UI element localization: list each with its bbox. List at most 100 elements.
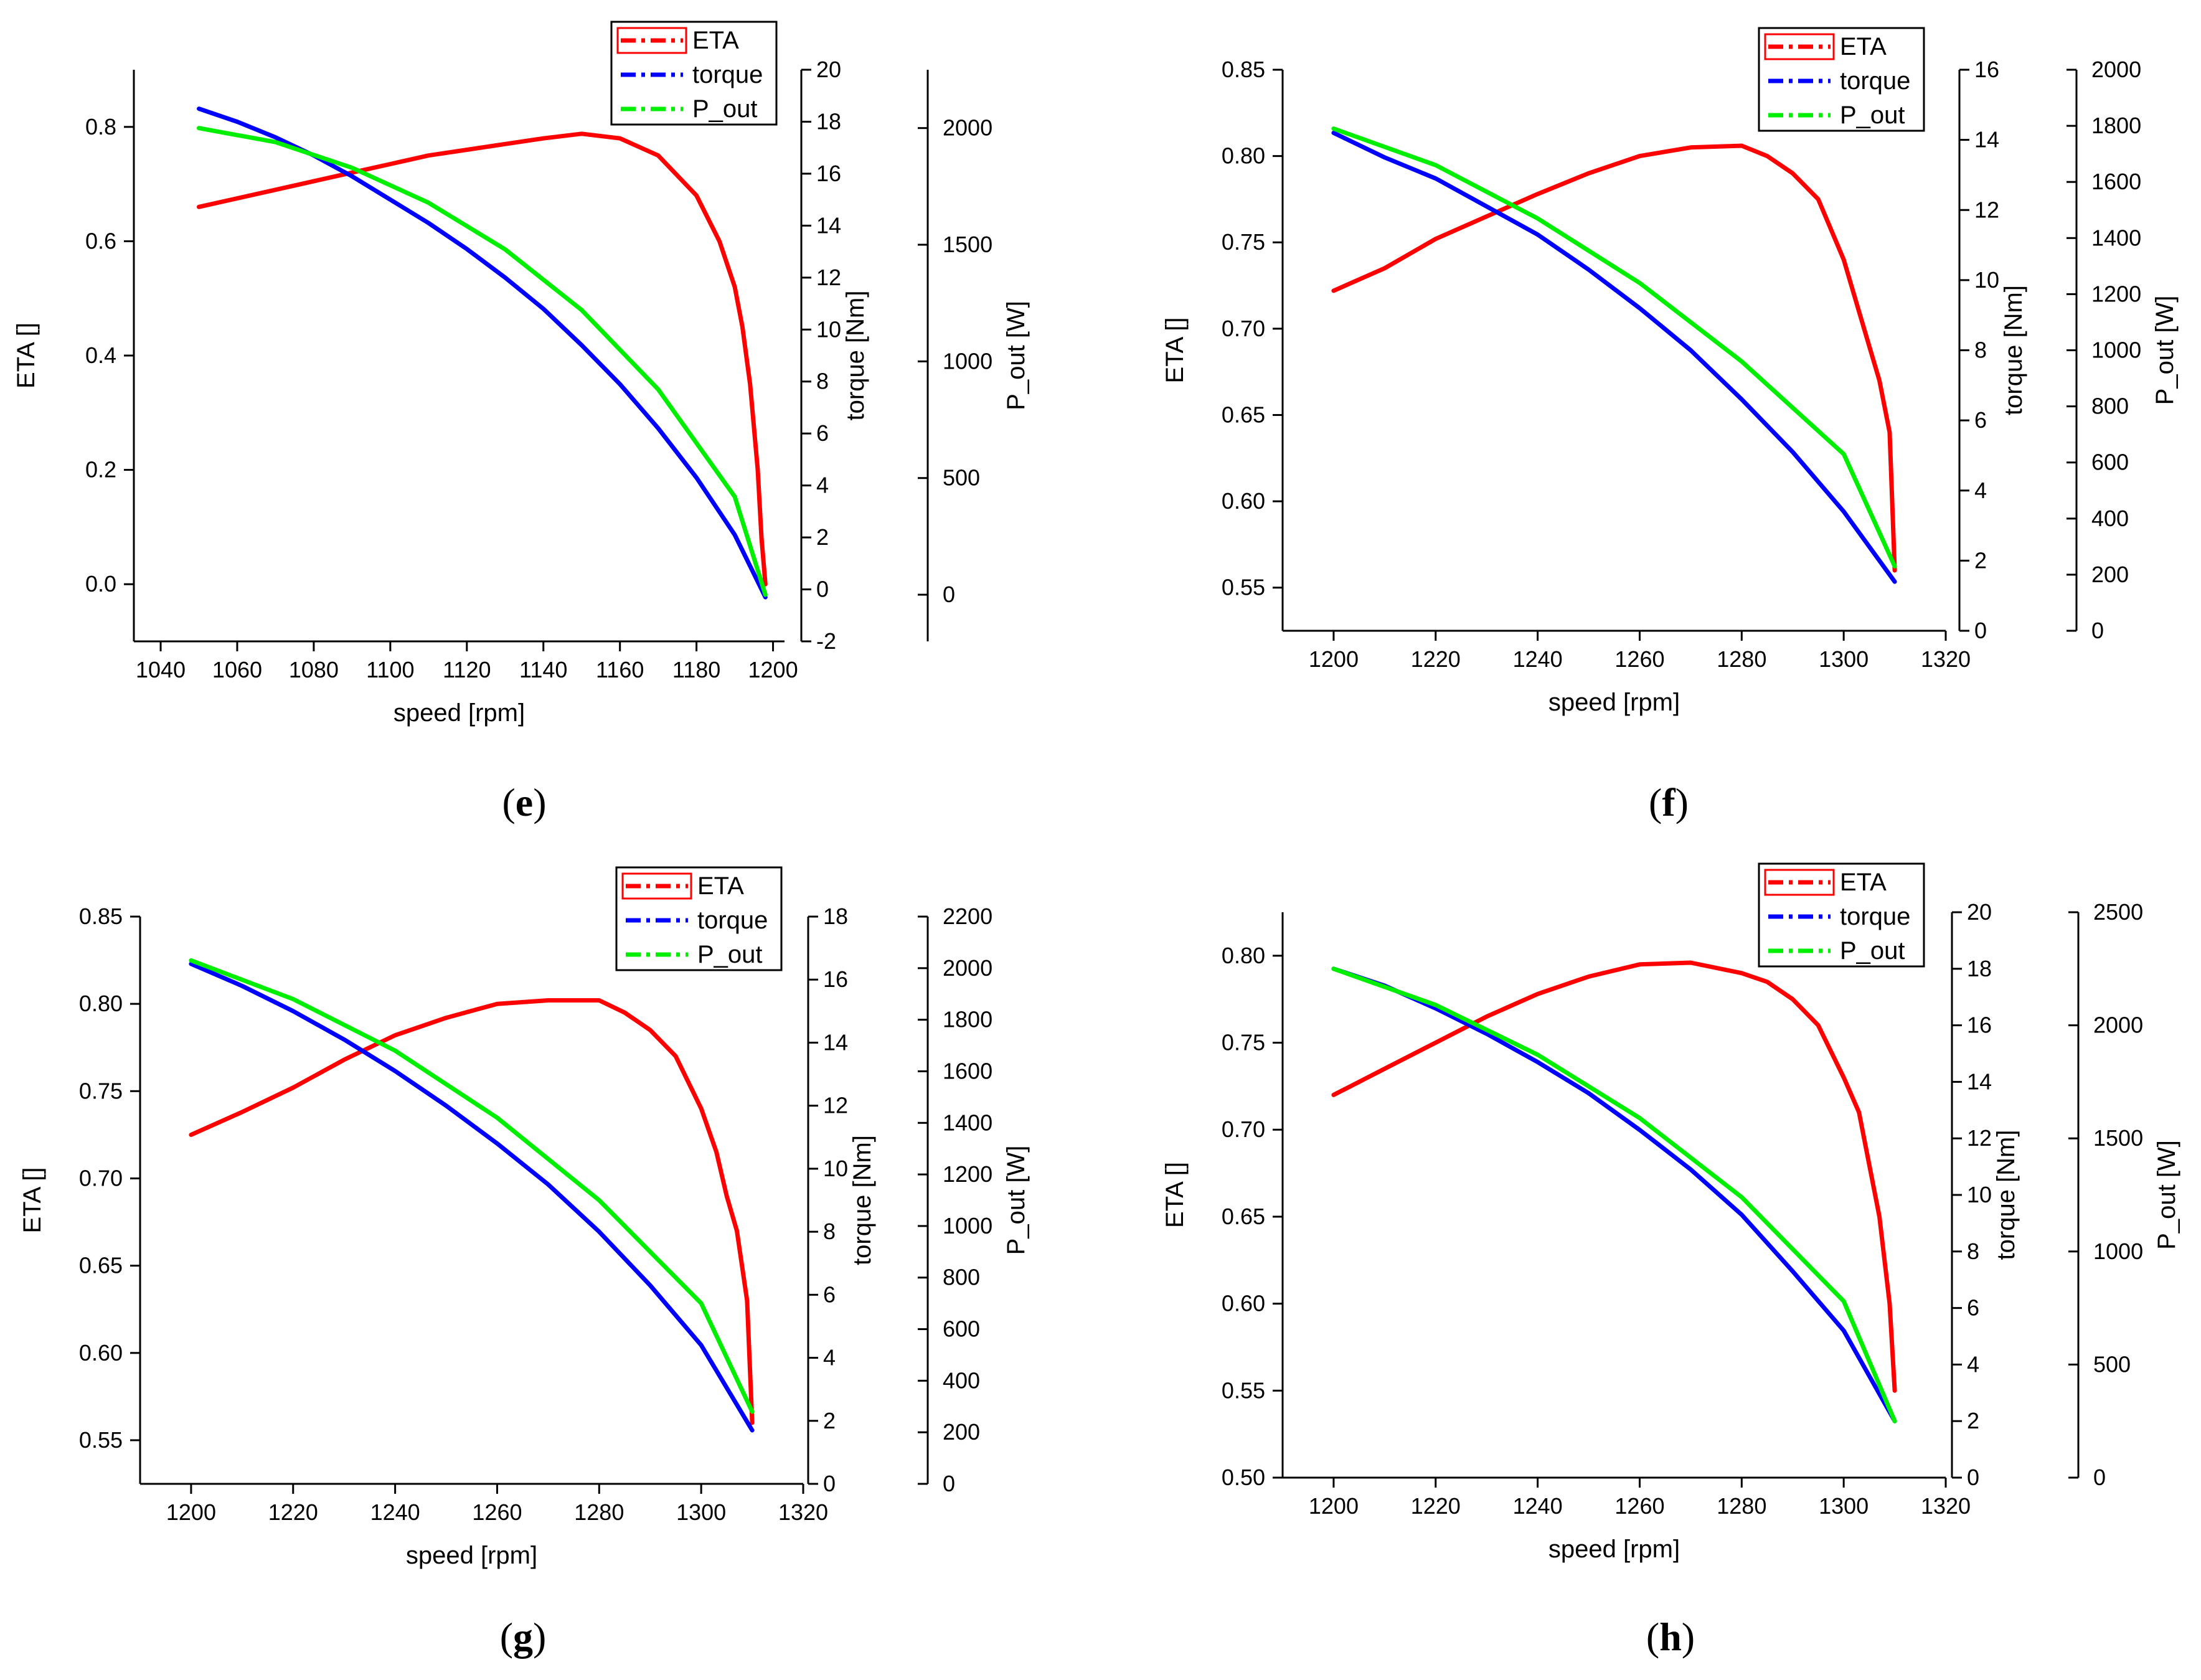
- series-line-torque: [1331, 966, 1897, 1423]
- x-tick-label: 1260: [472, 1499, 522, 1525]
- x-tick-label: 1260: [1614, 646, 1664, 672]
- series-line-eta: [1331, 960, 1897, 1393]
- legend-label-p-out: P_out: [1840, 101, 1905, 129]
- torque-tick-label: 2: [816, 524, 829, 550]
- eta-tick-label: 0.4: [85, 342, 116, 368]
- x-tick-label: 1280: [574, 1499, 624, 1525]
- legend-box: [615, 866, 783, 971]
- x-tick-label: 1200: [1309, 646, 1359, 672]
- pout-tick-label: 600: [2091, 450, 2129, 475]
- torque-tick-label: 14: [1967, 1069, 1992, 1094]
- pout-tick-label: 2000: [2091, 57, 2141, 82]
- torque-tick-label: 16: [1967, 1012, 1992, 1038]
- eta-tick-label: 0.60: [79, 1340, 123, 1366]
- eta-tick-label: 0.55: [1222, 575, 1265, 600]
- legend-label-eta: ETA: [1840, 869, 1887, 896]
- x-tick-label: 1240: [1513, 646, 1563, 672]
- eta-tick-label: 0.80: [79, 991, 123, 1016]
- pout-tick-label: 1600: [2091, 169, 2141, 194]
- eta-tick-label: 0.60: [1222, 1291, 1265, 1316]
- torque-axis-label: torque [Nm]: [849, 1135, 876, 1265]
- x-axis-label: speed [rpm]: [1548, 1536, 1680, 1563]
- legend-box: [610, 21, 778, 126]
- torque-tick-label: 8: [1974, 337, 1987, 363]
- legend-label-p-out: P_out: [697, 941, 763, 968]
- pout-tick-label: 2500: [2093, 899, 2143, 925]
- x-axis-label: speed [rpm]: [406, 1542, 537, 1569]
- pout-axis-label: P_out [W]: [2151, 296, 2179, 405]
- panel-letter-open: (: [1649, 780, 1662, 824]
- panel-letter-value: e: [516, 780, 533, 824]
- x-tick-label: 1300: [1819, 646, 1869, 672]
- eta-tick-label: 0.80: [1222, 143, 1265, 169]
- eta-axis-label: ETA []: [19, 1168, 46, 1234]
- eta-tick-label: 0.65: [79, 1253, 123, 1278]
- eta-tick-label: 0.55: [79, 1427, 123, 1453]
- x-tick-label: 1320: [778, 1499, 828, 1525]
- torque-tick-label: 16: [816, 161, 841, 186]
- pout-tick-label: 1800: [943, 1007, 992, 1032]
- legend-swatch-frame: [621, 872, 692, 900]
- panel-letter: (g): [500, 1615, 547, 1659]
- torque-tick-label: 2: [1967, 1408, 1979, 1433]
- pout-tick-label: 500: [2093, 1351, 2131, 1377]
- x-tick-label: 1200: [166, 1499, 216, 1525]
- x-tick-label: 1120: [443, 657, 491, 682]
- torque-tick-label: 0: [1967, 1465, 1979, 1490]
- x-tick-label: 1160: [596, 657, 644, 682]
- torque-tick-label: 16: [1974, 57, 1999, 82]
- legend: ETA torque P_out: [615, 866, 783, 971]
- torque-tick-label: 2: [1974, 547, 1987, 573]
- x-axis-label: speed [rpm]: [394, 699, 525, 727]
- eta-tick-label: 0.0: [85, 571, 116, 597]
- eta-tick-label: 0.70: [79, 1165, 123, 1191]
- legend-label-torque: torque: [1840, 67, 1910, 95]
- x-tick-label: 1040: [136, 657, 186, 682]
- legend-label-eta: ETA: [692, 27, 739, 54]
- x-tick-label: 1080: [289, 657, 339, 682]
- eta-tick-label: 0.75: [1222, 1030, 1265, 1055]
- x-tick-label: 1220: [1411, 1493, 1461, 1519]
- panel-letter-close: ): [1682, 1615, 1695, 1659]
- torque-tick-label: 0: [823, 1471, 836, 1496]
- series-line-eta: [189, 998, 755, 1425]
- legend-label-p-out: P_out: [1840, 937, 1905, 965]
- eta-tick-label: 0.6: [85, 228, 116, 253]
- eta-tick-label: 0.75: [79, 1078, 123, 1103]
- eta-axis-label: ETA []: [1161, 318, 1189, 384]
- torque-tick-label: 10: [816, 316, 841, 342]
- series-line-p-out: [189, 958, 755, 1414]
- legend-label-eta: ETA: [1840, 33, 1887, 60]
- x-tick-label: 1300: [676, 1499, 726, 1525]
- torque-tick-label: 8: [816, 369, 829, 394]
- eta-tick-label: 0.75: [1222, 229, 1265, 255]
- torque-tick-label: 10: [1974, 267, 1999, 293]
- torque-tick-label: 4: [1974, 478, 1987, 503]
- torque-tick-label: 18: [1967, 956, 1992, 981]
- torque-tick-label: 12: [1974, 197, 1999, 222]
- torque-tick-label: 6: [816, 420, 829, 446]
- torque-tick-label: 0: [1974, 618, 1987, 643]
- pout-tick-label: 400: [943, 1367, 980, 1393]
- pout-tick-label: 1200: [943, 1161, 992, 1187]
- series-line-p-out: [1331, 126, 1897, 569]
- series-line-torque: [197, 106, 768, 600]
- pout-tick-label: 400: [2091, 506, 2129, 531]
- eta-tick-label: 0.70: [1222, 1116, 1265, 1142]
- panel-letter-close: ): [533, 1615, 546, 1659]
- torque-tick-label: 4: [1967, 1351, 1979, 1377]
- panel-letter-open: (: [500, 1615, 513, 1659]
- x-tick-label: 1320: [1921, 646, 1971, 672]
- torque-tick-label: 0: [816, 577, 829, 602]
- eta-tick-label: 0.70: [1222, 316, 1265, 341]
- torque-tick-label: 6: [1967, 1295, 1979, 1321]
- pout-axis-label: P_out [W]: [1002, 301, 1030, 410]
- torque-axis-label: torque [Nm]: [2000, 285, 2027, 415]
- legend-box: [1758, 862, 1925, 968]
- x-tick-label: 1140: [519, 657, 567, 682]
- panel-letter: (e): [502, 780, 546, 824]
- legend-swatch-frame: [1764, 33, 1835, 60]
- x-tick-label: 1320: [1921, 1493, 1971, 1519]
- panel-letter-value: f: [1662, 780, 1675, 824]
